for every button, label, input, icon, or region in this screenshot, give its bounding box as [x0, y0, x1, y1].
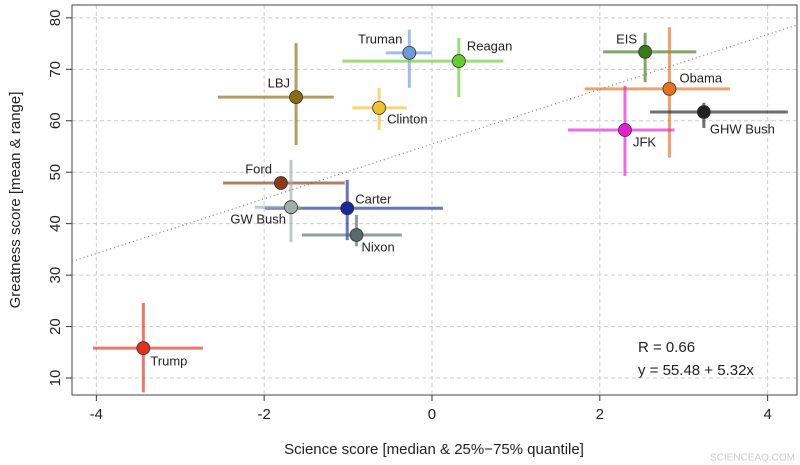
plot-frame — [71, 4, 798, 396]
point — [402, 45, 417, 60]
y-tick-label: 80 — [47, 10, 64, 27]
y-tick-label: 40 — [47, 215, 64, 232]
point-label: EIS — [616, 31, 637, 46]
point-label: GW Bush — [230, 212, 286, 227]
point — [340, 201, 355, 216]
x-tick-label: 4 — [763, 406, 771, 423]
y-axis-title: Greatness score [mean & range] — [7, 92, 24, 309]
point — [372, 101, 387, 115]
annotation: y = 55.48 + 5.32x — [638, 362, 754, 379]
point — [284, 200, 298, 215]
point — [274, 176, 288, 190]
point — [618, 123, 632, 137]
point-label: Clinton — [387, 111, 427, 126]
y-tick-label: 50 — [47, 164, 64, 181]
plot-area — [72, 24, 797, 393]
point-label: Reagan — [467, 39, 513, 54]
point — [696, 105, 711, 119]
point-label: Ford — [245, 161, 272, 176]
watermark: SCIENCEAQ.COM — [710, 453, 795, 464]
point — [136, 341, 151, 356]
point-label: Carter — [355, 192, 392, 207]
point-label: Truman — [358, 31, 402, 46]
point-label: Obama — [679, 70, 722, 85]
annotation: R = 0.66 — [638, 339, 695, 356]
y-tick-label: 70 — [47, 61, 64, 78]
point-label: Trump — [150, 354, 187, 369]
y-tick-label: 10 — [47, 370, 64, 387]
x-axis-title: Science score [median & 25%−75% quantile… — [284, 441, 584, 458]
point-label: LBJ — [268, 76, 290, 91]
point-label: Nixon — [361, 239, 394, 254]
y-tick-label: 30 — [47, 267, 64, 284]
x-tick-label: 2 — [596, 406, 604, 423]
y-tick-label: 20 — [47, 318, 64, 335]
point-label: JFK — [633, 134, 656, 149]
point — [638, 44, 653, 59]
x-tick-label: -2 — [257, 406, 270, 423]
point — [349, 228, 364, 242]
point — [662, 81, 677, 96]
point — [289, 90, 303, 104]
point — [451, 54, 466, 68]
point-label: GHW Bush — [710, 121, 775, 136]
x-tick-label: -4 — [90, 406, 103, 423]
x-tick-label: 0 — [428, 406, 436, 423]
y-tick-label: 60 — [47, 112, 64, 129]
